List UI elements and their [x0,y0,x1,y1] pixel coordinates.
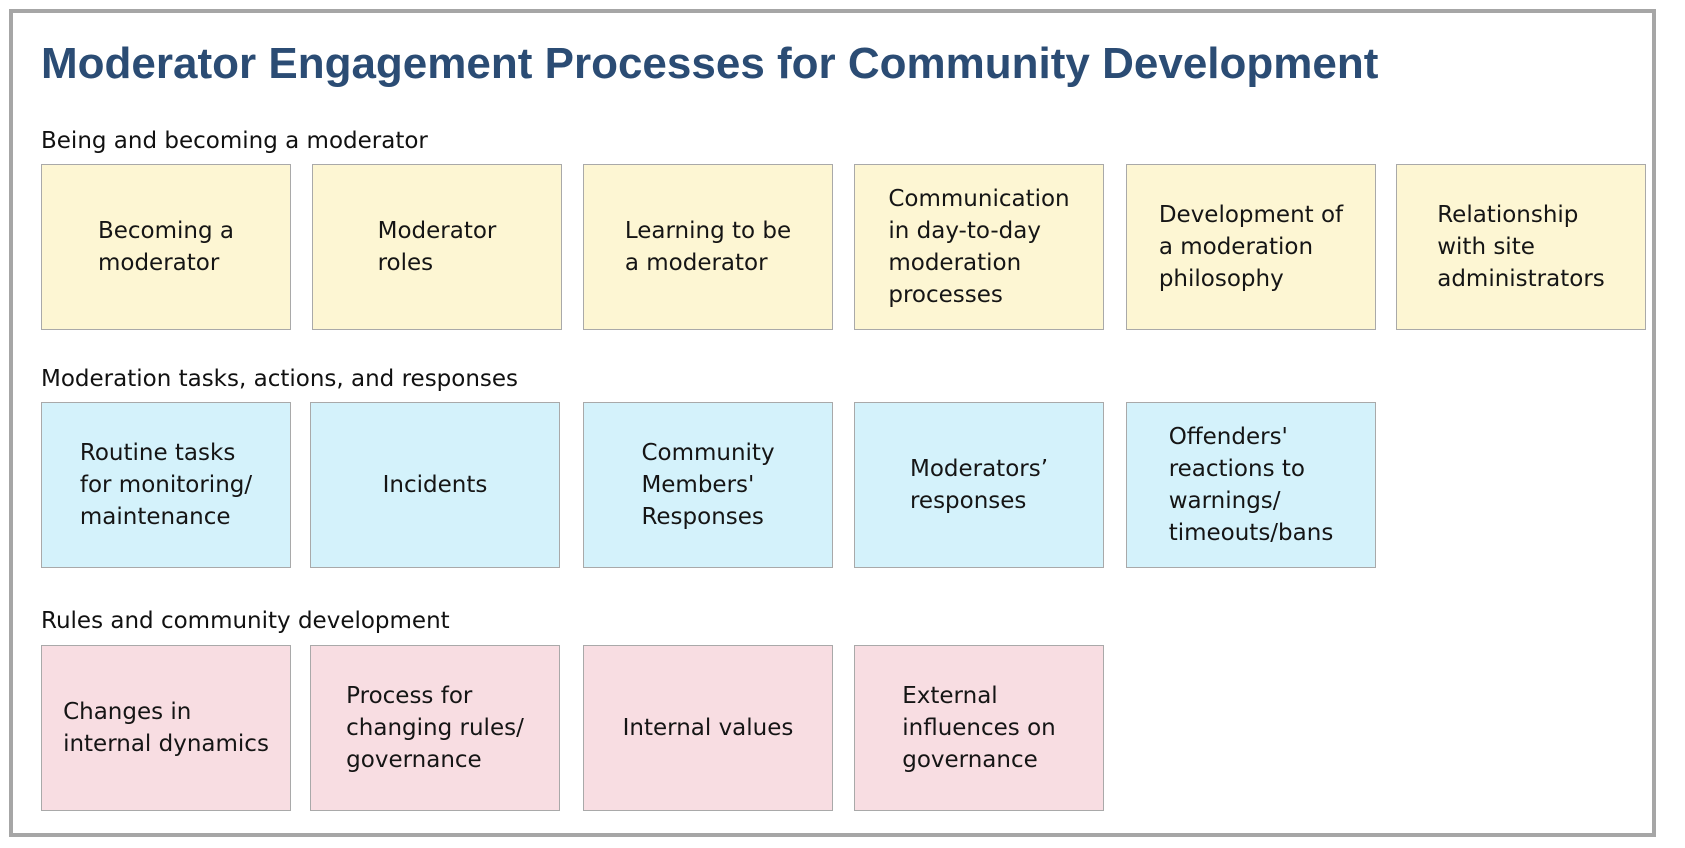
card-label: Incidents [382,472,488,498]
card-label: Routine tasks for monitoring/ maintenanc… [79,440,253,530]
card-label: Becoming a moderator [97,218,235,276]
card-offenders-reactions: Offenders' reactions to warnings/ timeou… [1126,402,1376,568]
card-routine-tasks: Routine tasks for monitoring/ maintenanc… [41,402,291,568]
card-external-influences: External influences on governance [854,645,1104,811]
card-label: Development of a moderation philosophy [1158,202,1344,292]
card-label: Moderators’ responses [909,456,1049,514]
card-internal-values: Internal values [583,645,833,811]
card-becoming-a-moderator: Becoming a moderator [41,164,291,330]
card-label: External influences on governance [902,683,1056,773]
card-label: Communication in day-to-day moderation p… [888,186,1070,308]
card-changes-internal-dynamics: Changes in internal dynamics [41,645,291,811]
section-label-moderation-tasks: Moderation tasks, actions, and responses [41,366,519,392]
card-communication-processes: Communication in day-to-day moderation p… [854,164,1104,330]
section-label-rules-community: Rules and community development [41,608,450,634]
card-label: Process for changing rules/ governance [346,683,524,773]
section-label-being-becoming: Being and becoming a moderator [41,128,428,154]
card-moderator-roles: Moderator roles [312,164,562,330]
card-learning-to-be-a-moderator: Learning to be a moderator [583,164,833,330]
card-incidents: Incidents [310,402,560,568]
card-label: Moderator roles [377,218,497,276]
card-label: Internal values [622,715,794,741]
figure-title: Moderator Engagement Processes for Commu… [41,39,1379,88]
card-moderation-philosophy: Development of a moderation philosophy [1126,164,1376,330]
card-label: Community Members' Responses [641,440,775,530]
card-process-changing-rules: Process for changing rules/ governance [310,645,560,811]
card-label: Changes in internal dynamics [63,699,269,757]
card-label: Offenders' reactions to warnings/ timeou… [1168,424,1334,546]
card-moderators-responses: Moderators’ responses [854,402,1104,568]
card-community-members-responses: Community Members' Responses [583,402,833,568]
card-relationship-site-admins: Relationship with site administrators [1396,164,1646,330]
card-label: Relationship with site administrators [1437,202,1605,292]
card-label: Learning to be a moderator [624,218,792,276]
